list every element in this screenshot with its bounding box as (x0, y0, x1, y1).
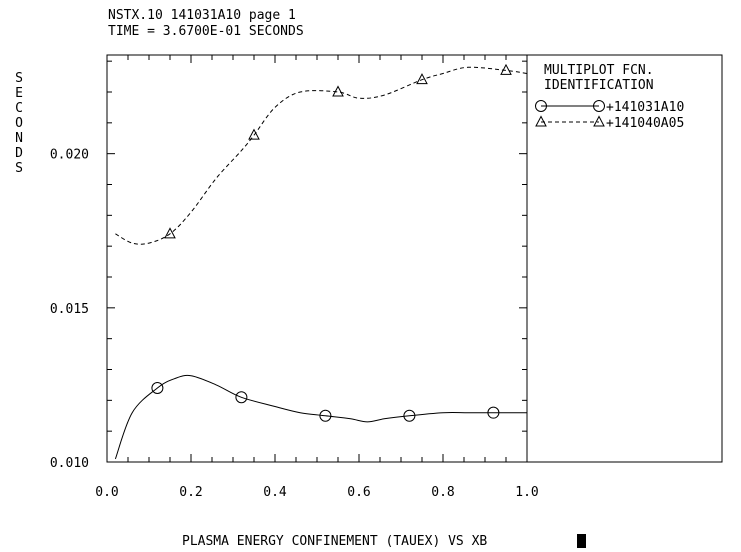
triangle-marker (416, 73, 428, 85)
legend-label: +141031A10 (606, 100, 684, 115)
triangle-marker (248, 128, 260, 140)
y-axis-label-char: N (15, 131, 23, 146)
y-tick-label: 0.010 (50, 456, 89, 471)
chart-title: PLASMA ENERGY CONFINEMENT (TAUEX) VS XB (182, 534, 487, 549)
y-axis-label-char: S (15, 161, 23, 176)
y-axis: 0.010 0.015 0.020 (50, 60, 527, 471)
legend-label: +141040A05 (606, 116, 684, 131)
circle-marker (593, 100, 605, 112)
circle-marker (235, 391, 248, 404)
y-tick-label: 0.015 (50, 302, 89, 317)
series-layer (114, 63, 528, 460)
circle-marker (319, 409, 332, 422)
circle-marker (535, 100, 547, 112)
legend-title-line-2: IDENTIFICATION (544, 78, 654, 93)
y-axis-label-char: D (15, 146, 23, 161)
triangle-marker (164, 227, 176, 239)
series-141031a10 (114, 374, 527, 460)
y-axis-label-char: S (15, 71, 23, 86)
y-tick-label: 0.020 (50, 148, 89, 163)
y-axis-label-char: O (15, 116, 23, 131)
x-tick-label: 0.6 (347, 485, 370, 500)
triangle-marker (593, 115, 605, 127)
circle-marker (151, 382, 164, 394)
header-line-1: NSTX.10 141031A10 page 1 (108, 8, 296, 23)
legend-title-line-1: MULTIPLOT FCN. (544, 63, 654, 78)
circle-marker (403, 409, 416, 422)
triangle-marker (535, 115, 547, 127)
x-tick-label: 0.8 (431, 485, 454, 500)
series-line (114, 374, 527, 460)
x-tick-label: 0.4 (263, 485, 287, 500)
legend-entry: +141031A10 (535, 100, 684, 115)
x-tick-label: 1.0 (515, 485, 538, 500)
triangle-marker (500, 63, 512, 75)
y-axis-label: SECONDS (15, 71, 23, 176)
series-141040a05 (115, 63, 528, 245)
x-axis: 0.0 0.2 0.4 0.6 0.8 1.0 (95, 55, 539, 500)
y-axis-label-char: C (15, 101, 23, 116)
circle-marker (487, 406, 500, 419)
legend-box (526, 54, 723, 463)
series-line (115, 66, 528, 245)
x-tick-label: 0.0 (95, 485, 118, 500)
triangle-marker (332, 85, 344, 97)
legend-entry: +141040A05 (535, 115, 684, 131)
x-tick-label: 0.2 (179, 485, 202, 500)
plot-area-frame (106, 54, 528, 463)
y-axis-label-char: E (15, 86, 23, 101)
legend-entries: +141031A10+141040A05 (535, 100, 684, 131)
text-cursor (577, 534, 586, 548)
header-line-2: TIME = 3.6700E-01 SECONDS (108, 24, 304, 39)
